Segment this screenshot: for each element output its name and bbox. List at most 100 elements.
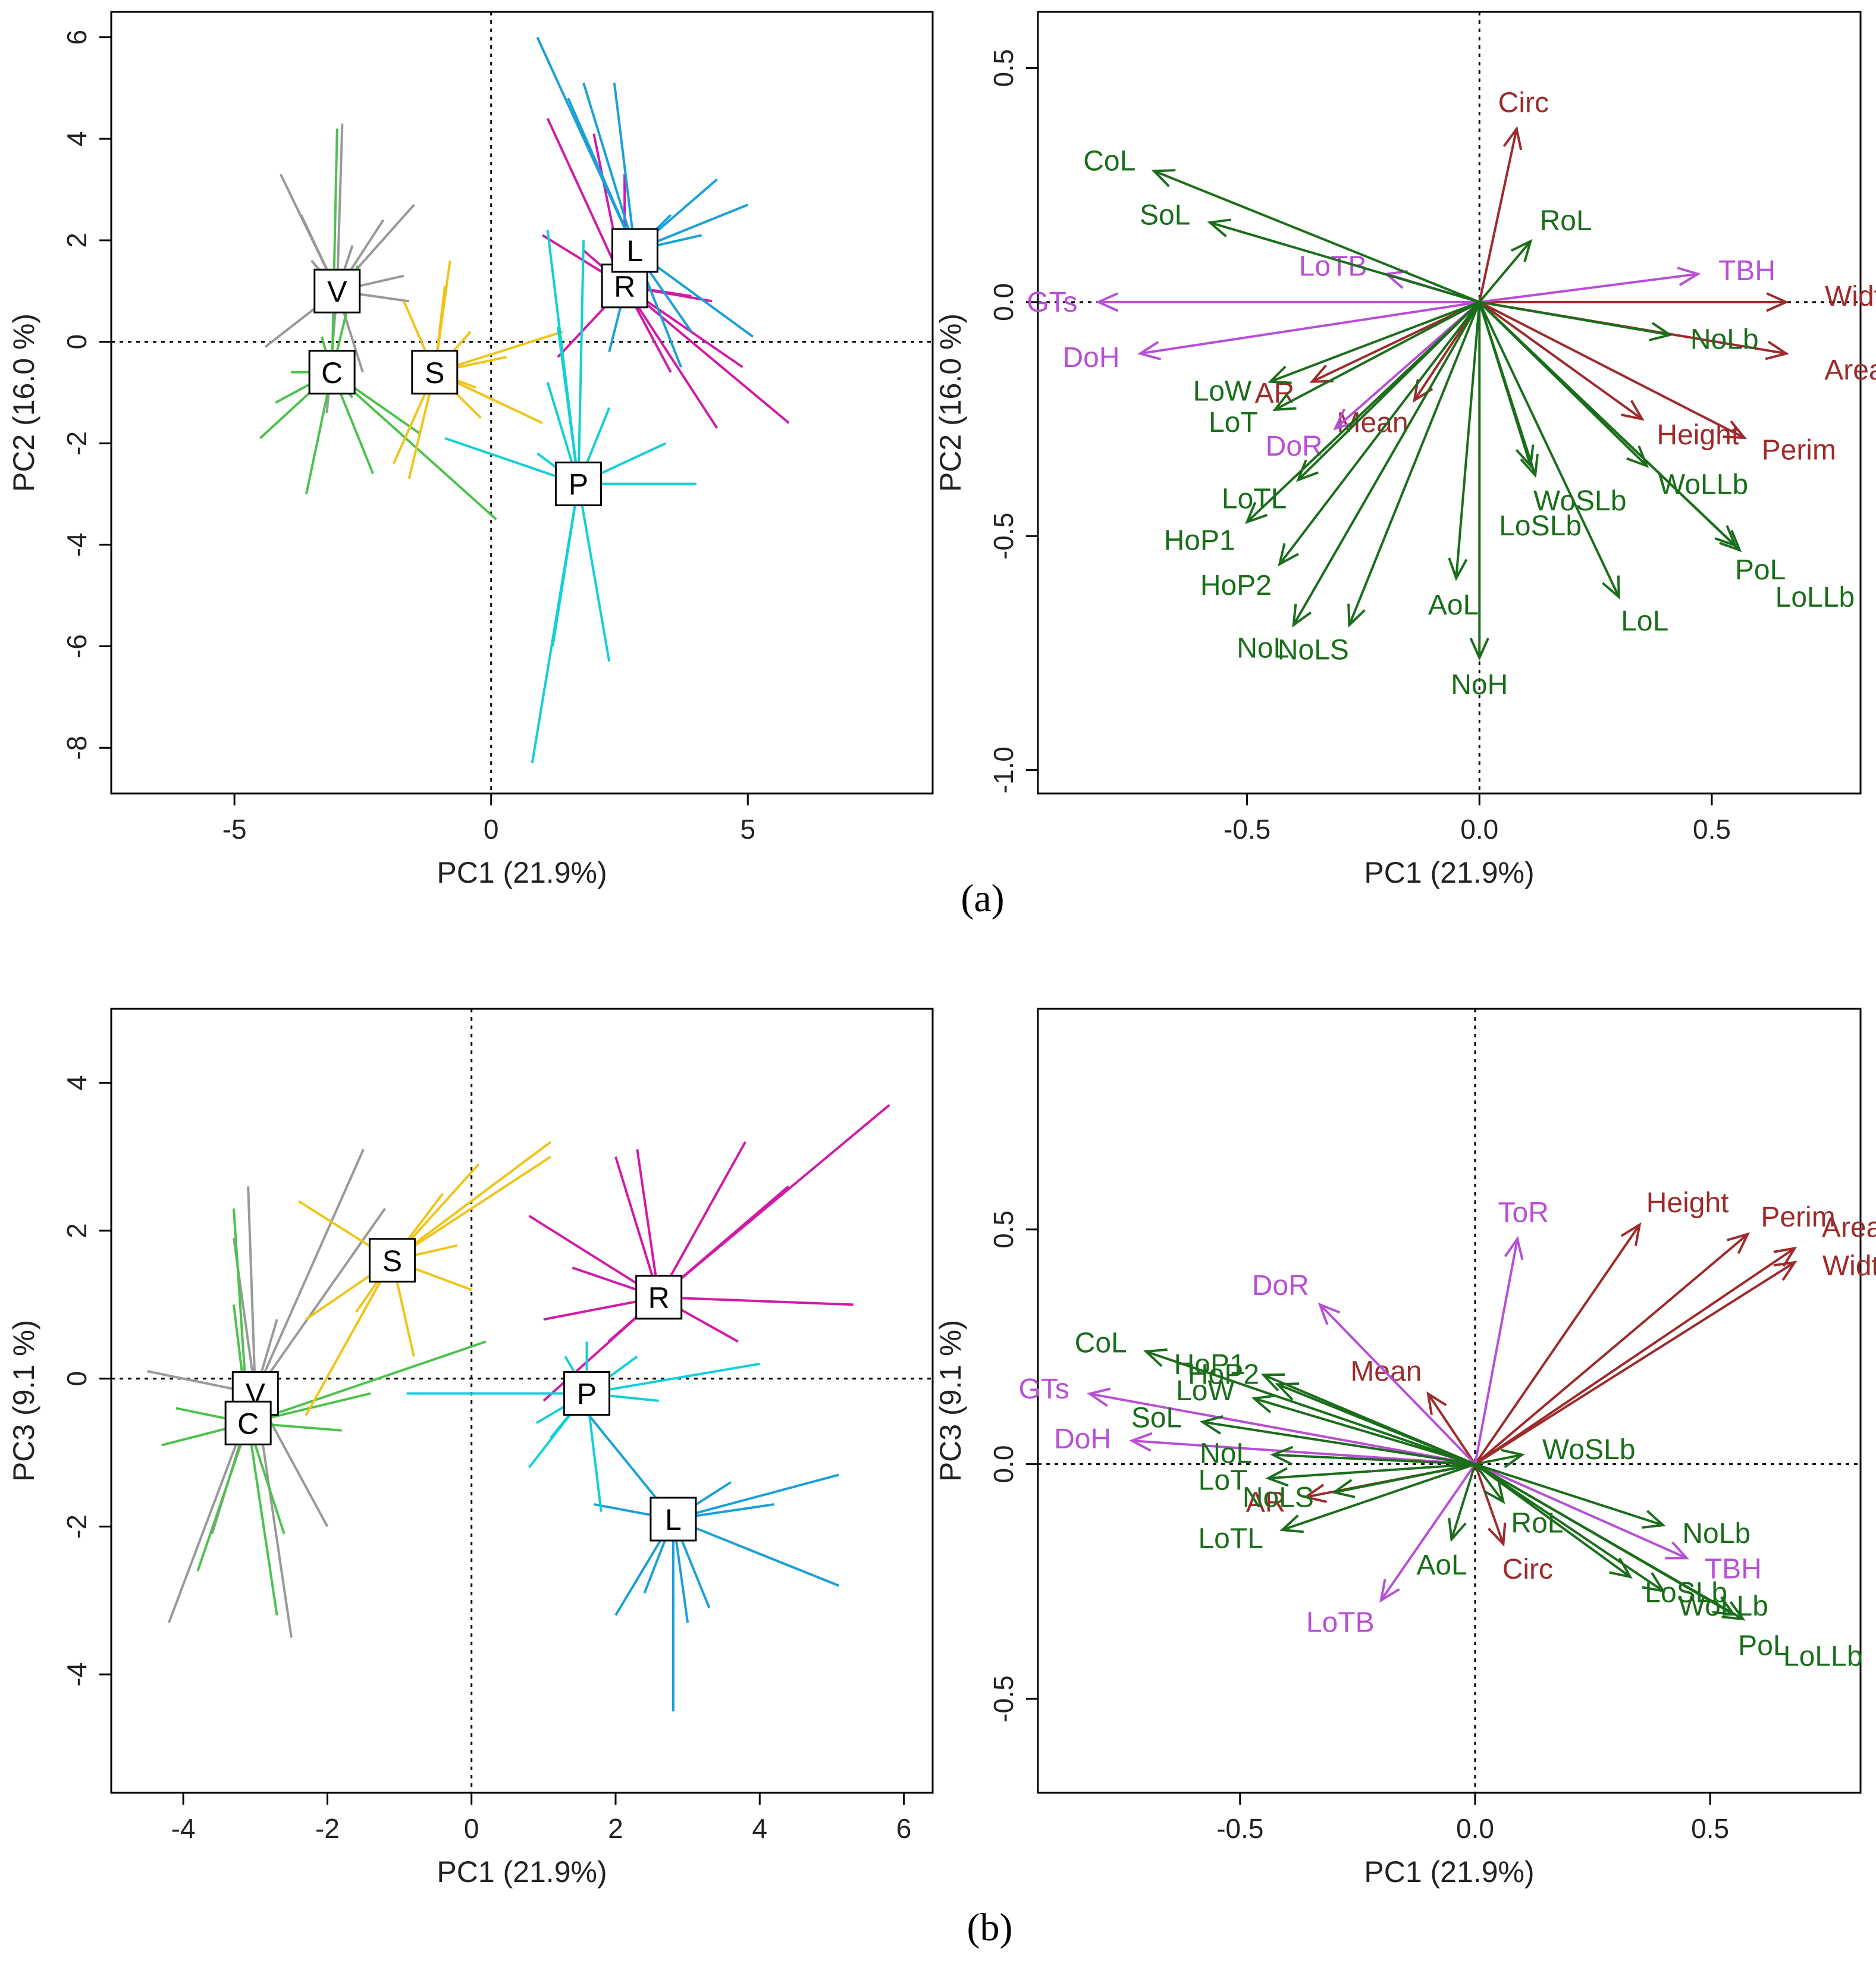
y-tick-label: 4 (61, 131, 92, 147)
loading-arrow-width (1474, 1261, 1796, 1466)
loading-arrowhead (1317, 1302, 1341, 1325)
group-l-spoke (613, 83, 636, 251)
loading-arrow-nol (1273, 1453, 1476, 1466)
loading-arrowhead (1719, 529, 1742, 553)
loading-arrowhead (1766, 292, 1789, 312)
loading-arrowhead (1245, 501, 1268, 525)
loading-label-aol: AoL (1428, 589, 1479, 621)
group-p-spoke (577, 240, 585, 484)
loading-label-width: Width (1822, 1250, 1876, 1282)
loading-arrow-tbh (1479, 272, 1698, 303)
loading-arrow-sol (1209, 221, 1480, 303)
loading-label-gts: GTs (1018, 1373, 1069, 1405)
loading-arrowhead (1765, 340, 1789, 360)
group-r-spoke (623, 285, 790, 424)
loading-label-mean: Mean (1337, 407, 1408, 439)
x-tick-label: 0 (484, 814, 499, 845)
y-tick-label: -6 (61, 634, 92, 658)
group-p-label: P (577, 1378, 597, 1411)
loading-arrowhead (1520, 453, 1539, 478)
x-axis-label: PC1 (21.9%) (1364, 1855, 1534, 1889)
loading-label-col: CoL (1083, 146, 1135, 177)
loading-arrowhead (1251, 1394, 1276, 1414)
loading-arrow-wollb (1474, 1463, 1664, 1592)
loading-label-hop2: HoP2 (1188, 1359, 1259, 1391)
loading-arrow-height (1479, 301, 1643, 421)
group-v-spoke (247, 1186, 257, 1394)
loading-arrow-nolb (1479, 300, 1670, 336)
loading-arrowhead (1621, 400, 1645, 421)
y-tick-label: -4 (61, 532, 92, 557)
loading-arrowhead (1137, 341, 1162, 360)
loading-arrowhead (1502, 126, 1523, 150)
group-s-spoke (391, 1156, 552, 1262)
group-c-label: C (237, 1407, 259, 1440)
group-r-centroid-box (601, 264, 648, 309)
loading-label-doh: DoH (1062, 342, 1119, 374)
loading-label-loslb: LoSLb (1499, 510, 1582, 542)
loading-arrow-nols (1348, 302, 1481, 626)
loading-arrow-height (1474, 1224, 1641, 1465)
loading-arrow-perim (1474, 1233, 1749, 1466)
y-axis-label: PC2 (16.0 %) (7, 313, 40, 492)
panel-label-a: (a) (961, 877, 1004, 920)
loading-label-gts: GTs (1027, 287, 1077, 318)
loading-arrowhead (1488, 1522, 1507, 1547)
y-tick-label: 6 (61, 30, 92, 45)
x-tick-label: 5 (740, 814, 755, 845)
loading-arrow-rol (1474, 1463, 1504, 1503)
group-l-spoke (673, 1518, 840, 1587)
loading-label-woslb: WoSLb (1542, 1434, 1636, 1466)
loading-arrowhead (1773, 1260, 1797, 1281)
group-l-label: L (665, 1503, 682, 1536)
group-l-spoke (673, 1473, 840, 1520)
loading-label-width: Width (1825, 281, 1876, 312)
group-r-label: R (614, 270, 635, 303)
group-c-label: C (321, 356, 343, 390)
panel-a-score-plot: -5 0 5 -8 -6 -4 -2 0 2 4 6 PC1 (21.9%) PC2 (16.0 %) V… (7, 11, 934, 889)
loading-label-area: Area (1824, 355, 1876, 386)
y-axis-label: PC3 (9.1 %) (7, 1320, 40, 1482)
group-v-spoke (254, 1207, 386, 1394)
loading-label-circ: Circ (1502, 1554, 1553, 1585)
y-axis-label: PC3 (9.1 %) (934, 1320, 967, 1482)
group-r-spoke (623, 285, 719, 429)
y-tick-label: -8 (61, 736, 92, 760)
loading-label-tor: ToR (1498, 1197, 1549, 1228)
plot-frame (110, 11, 934, 795)
y-tick-label: 2 (61, 1223, 92, 1238)
group-p-label: P (569, 468, 588, 501)
group-v-label: V (327, 275, 347, 308)
loading-arrowhead (1143, 1348, 1168, 1367)
x-tick-label: 0 (464, 1813, 479, 1844)
loading-label-circ: Circ (1498, 87, 1549, 119)
loading-arrowhead (1199, 1415, 1224, 1435)
loading-arrowhead (1270, 1445, 1294, 1466)
y-tick-label: 0.5 (988, 49, 1019, 87)
loading-arrow-hop2 (1278, 301, 1480, 565)
loading-arrow-nols (1334, 1463, 1476, 1494)
loading-label-lollb: LoLLb (1783, 1641, 1862, 1673)
loading-arrowhead (1279, 1514, 1304, 1533)
group-r-spoke (614, 1156, 660, 1298)
plot-frame (1037, 1008, 1862, 1794)
group-l-centroid-box (650, 1497, 697, 1542)
loading-arrow-aol (1450, 1463, 1476, 1540)
group-r-spoke (657, 1141, 746, 1298)
loading-arrow-circ (1478, 128, 1518, 303)
loading-arrowhead (1268, 365, 1292, 384)
y-tick-label: 0 (61, 1371, 92, 1387)
loading-arrow-sol (1202, 1420, 1476, 1466)
plot-frame (110, 1008, 934, 1794)
loading-arrowhead (1379, 1579, 1400, 1603)
group-r-spoke (636, 1149, 660, 1298)
loading-arrowhead (1087, 1387, 1111, 1407)
loading-arrow-woslb (1475, 1453, 1523, 1466)
loading-arrow-dor (1334, 301, 1480, 429)
loading-label-ar: AR (1246, 1486, 1286, 1518)
loading-label-nol: NoL (1200, 1438, 1252, 1470)
plot-frame (1037, 11, 1862, 795)
group-c-spoke (331, 128, 338, 372)
loading-label-aol: AoL (1416, 1550, 1467, 1581)
